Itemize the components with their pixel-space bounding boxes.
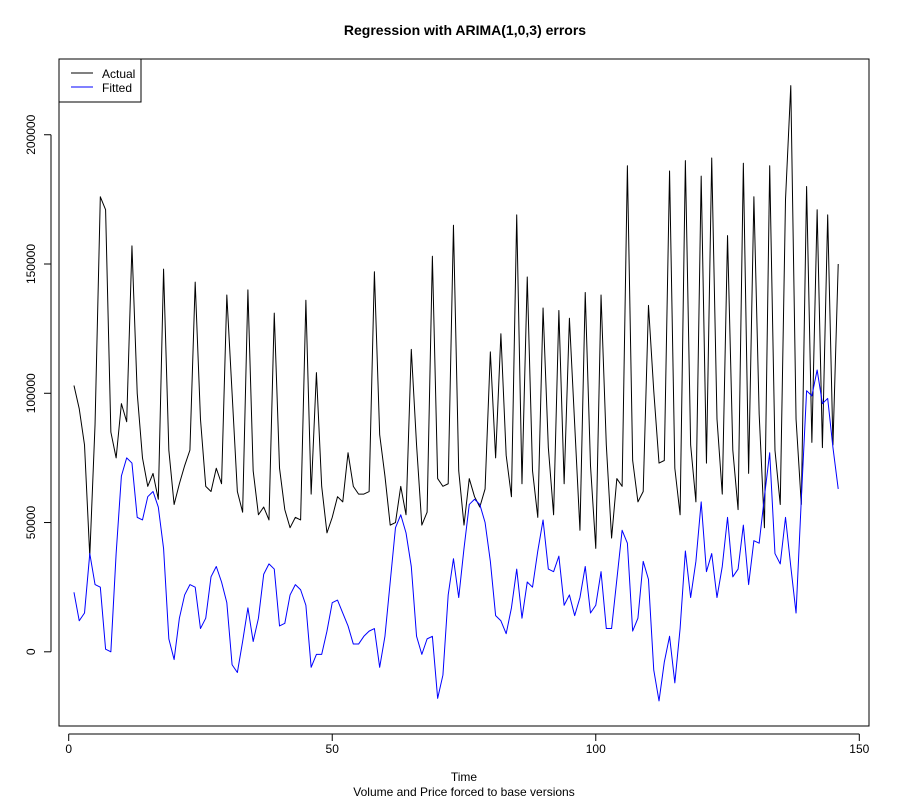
- x-axis-label: Time: [451, 770, 478, 784]
- plot-frame: [58, 58, 870, 727]
- x-axis-sublabel: Volume and Price forced to base versions: [353, 785, 574, 799]
- series-line-fitted: [73, 369, 839, 702]
- legend: Actual Fitted: [58, 58, 142, 103]
- x-tick-label: 100: [586, 742, 606, 756]
- x-axis: 0 50 100 150: [65, 733, 870, 756]
- y-tick-label: 0: [24, 648, 38, 655]
- legend-label-fitted: Fitted: [102, 81, 132, 95]
- y-tick-label: 150000: [24, 244, 38, 284]
- legend-label-actual: Actual: [102, 67, 135, 81]
- chart-title: Regression with ARIMA(1,0,3) errors: [344, 22, 586, 38]
- legend-box: [58, 58, 142, 103]
- series-layer: [73, 85, 839, 702]
- series-line-actual: [73, 85, 839, 557]
- x-tick-label: 150: [849, 742, 869, 756]
- x-tick-label: 50: [326, 742, 340, 756]
- y-axis: 0 50000 100000 150000 200000: [24, 114, 52, 655]
- x-tick-label: 0: [65, 742, 72, 756]
- y-tick-label: 200000: [24, 114, 38, 154]
- y-tick-label: 100000: [24, 373, 38, 413]
- y-tick-label: 50000: [24, 506, 38, 540]
